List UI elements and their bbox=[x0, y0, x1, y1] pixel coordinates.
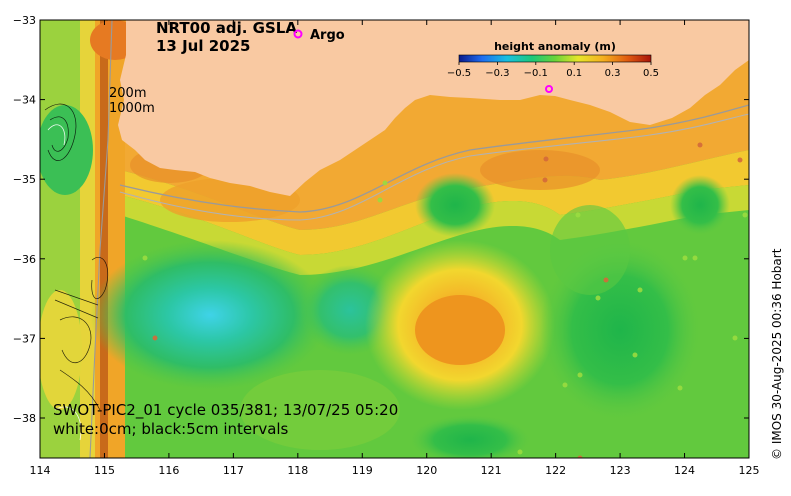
x-tick-label: 123 bbox=[610, 464, 631, 477]
contour-annotation: white:0cm; black:5cm intervals bbox=[53, 420, 289, 438]
y-tick-label: −36 bbox=[13, 253, 36, 266]
isobath-200m-label: 200m bbox=[109, 86, 146, 101]
plot-frame bbox=[39, 19, 750, 459]
colorbar: height anomaly (m) −0.5 −0.3 −0.1 0.1 0.3 0.5 bbox=[447, 40, 659, 79]
x-tick-label: 122 bbox=[545, 464, 566, 477]
land-mass bbox=[118, 20, 749, 196]
isobath-200m bbox=[119, 104, 749, 213]
y-tick-label: −37 bbox=[13, 332, 36, 345]
colorbar-tick-label: 0.3 bbox=[605, 68, 621, 79]
colorbar-gradient bbox=[458, 54, 652, 63]
x-tick-label: 125 bbox=[739, 464, 760, 477]
y-tick-label: −33 bbox=[13, 14, 36, 27]
y-tick-label: −38 bbox=[13, 412, 36, 425]
x-tick-label: 120 bbox=[416, 464, 437, 477]
colorbar-tick-label: −0.5 bbox=[447, 68, 471, 79]
y-tick-label: −35 bbox=[13, 173, 36, 186]
x-tick-label: 121 bbox=[481, 464, 502, 477]
x-tick-label: 115 bbox=[94, 464, 115, 477]
isobath-1000m bbox=[119, 113, 749, 221]
y-tick-label: −34 bbox=[13, 94, 36, 107]
y-axis: −33 −34 −35 −36 −37 −38 bbox=[13, 14, 749, 425]
imos-credit: © IMOS 30-Aug-2025 00:36 Hobart bbox=[770, 248, 784, 460]
colorbar-tick-label: 0.5 bbox=[643, 68, 659, 79]
x-tick-label: 116 bbox=[158, 464, 179, 477]
map-title: NRT00 adj. GSLA bbox=[156, 19, 297, 37]
x-tick-label: 114 bbox=[30, 464, 51, 477]
isobath-1000m-label: 1000m bbox=[109, 101, 155, 116]
colorbar-tick-label: −0.3 bbox=[485, 68, 509, 79]
x-tick-label: 124 bbox=[674, 464, 695, 477]
x-axis: 114 115 116 117 118 119 120 121 122 123 124 125 bbox=[30, 20, 760, 477]
anomaly-field bbox=[40, 20, 749, 458]
colorbar-title: height anomaly (m) bbox=[494, 40, 616, 53]
x-tick-label: 117 bbox=[223, 464, 244, 477]
map-date: 13 Jul 2025 bbox=[156, 37, 250, 55]
argo-markers bbox=[545, 85, 553, 93]
argo-legend-label: Argo bbox=[310, 28, 345, 43]
x-tick-label: 119 bbox=[352, 464, 373, 477]
colorbar-tick-label: −0.1 bbox=[524, 68, 548, 79]
swot-annotation: SWOT-PIC2_01 cycle 035/381; 13/07/25 05:… bbox=[53, 401, 398, 420]
colorbar-tick-label: 0.1 bbox=[566, 68, 582, 79]
argo-legend-icon bbox=[293, 29, 303, 39]
x-tick-label: 118 bbox=[287, 464, 308, 477]
